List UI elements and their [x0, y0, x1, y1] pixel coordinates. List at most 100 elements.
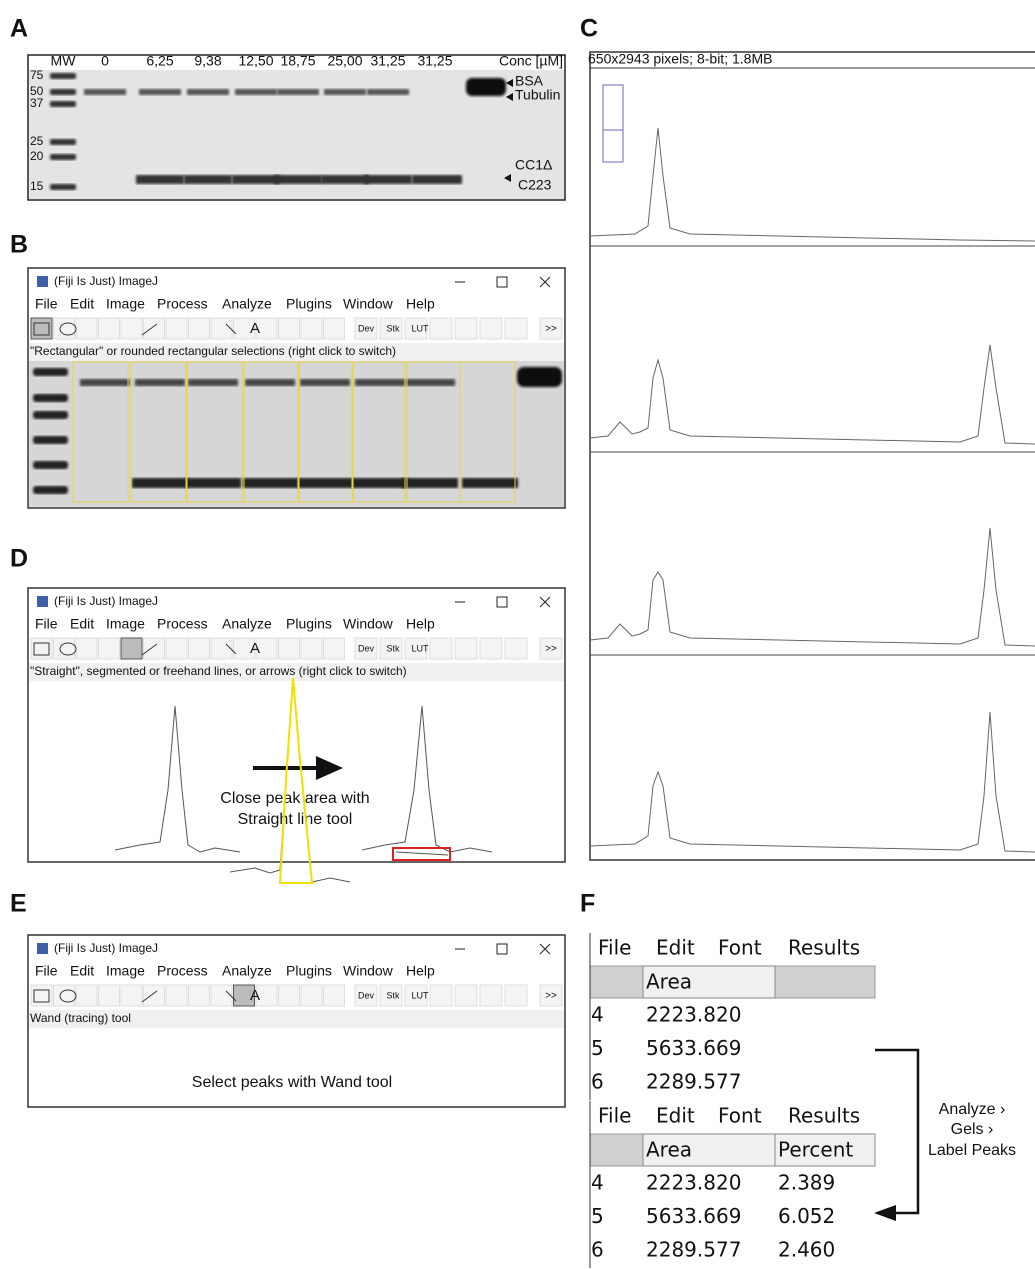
tool-button[interactable] — [53, 637, 75, 660]
tool-button[interactable] — [143, 637, 165, 660]
tool-button[interactable] — [504, 317, 528, 340]
tool-button[interactable] — [143, 317, 165, 340]
maximize[interactable] — [496, 943, 508, 955]
menu-item[interactable]: Analyze — [222, 296, 272, 312]
tool-button[interactable] — [233, 317, 255, 340]
maximize[interactable] — [496, 596, 508, 608]
tool-button[interactable] — [379, 637, 403, 660]
tool-button[interactable] — [53, 984, 75, 1007]
tool-button[interactable] — [539, 317, 563, 340]
close[interactable] — [539, 943, 551, 955]
tool-button[interactable] — [233, 984, 255, 1007]
maximize[interactable] — [496, 276, 508, 288]
tool-button[interactable] — [188, 317, 210, 340]
tool-button[interactable] — [255, 984, 278, 1007]
menu-item[interactable]: Help — [406, 296, 435, 312]
tool-button[interactable] — [98, 317, 120, 340]
tool-button[interactable] — [75, 317, 98, 340]
tool-button[interactable] — [165, 317, 188, 340]
tool-button[interactable] — [354, 984, 378, 1007]
tool-button[interactable] — [53, 317, 75, 340]
tool-button[interactable] — [539, 984, 563, 1007]
menu-item[interactable]: Process — [157, 616, 208, 632]
tool-button[interactable] — [165, 637, 188, 660]
menu-item[interactable]: Image — [106, 963, 145, 979]
tool-button[interactable] — [75, 984, 98, 1007]
menu-item[interactable]: Edit — [70, 616, 94, 632]
tool-button[interactable] — [120, 984, 143, 1007]
menu-item[interactable]: Process — [157, 963, 208, 979]
menu-item[interactable]: Edit — [70, 963, 94, 979]
menu-item[interactable]: Edit — [656, 1104, 695, 1128]
tool-button[interactable] — [300, 637, 323, 660]
menu-item[interactable]: File — [598, 1104, 631, 1128]
menu-item[interactable]: Image — [106, 296, 145, 312]
tool-button[interactable] — [75, 637, 98, 660]
menu-item[interactable]: Window — [343, 616, 394, 632]
tool-button[interactable] — [278, 317, 300, 340]
menu-item[interactable]: Font — [718, 936, 762, 960]
tool-button[interactable] — [210, 637, 233, 660]
menu-item[interactable]: Analyze — [222, 963, 272, 979]
tool-button[interactable] — [98, 637, 120, 660]
tool-button[interactable] — [210, 317, 233, 340]
tool-button[interactable] — [120, 317, 143, 340]
tool-button[interactable] — [479, 637, 503, 660]
tool-button[interactable] — [255, 317, 278, 340]
menu-item[interactable]: Plugins — [286, 963, 332, 979]
menu-item[interactable]: Analyze — [222, 616, 272, 632]
menu-item[interactable]: File — [598, 936, 631, 960]
menu-item[interactable]: Results — [788, 936, 860, 960]
tool-button[interactable] — [404, 317, 428, 340]
menu-item[interactable]: Help — [406, 963, 435, 979]
menu-item[interactable]: File — [35, 296, 58, 312]
tool-button[interactable] — [300, 984, 323, 1007]
menu-item[interactable]: Edit — [70, 296, 94, 312]
tool-button[interactable] — [539, 637, 563, 660]
tool-button[interactable] — [404, 984, 428, 1007]
menu-item[interactable]: Plugins — [286, 296, 332, 312]
tool-button[interactable] — [354, 317, 378, 340]
tool-button[interactable] — [504, 637, 528, 660]
tool-button[interactable] — [404, 637, 428, 660]
tool-button[interactable] — [143, 984, 165, 1007]
tool-button[interactable] — [504, 984, 528, 1007]
tool-button[interactable] — [379, 317, 403, 340]
tool-button[interactable] — [188, 984, 210, 1007]
menu-item[interactable]: Edit — [656, 936, 695, 960]
tool-button[interactable] — [98, 984, 120, 1007]
menu-item[interactable]: File — [35, 963, 58, 979]
menu-item[interactable]: Image — [106, 616, 145, 632]
tool-button[interactable] — [429, 637, 453, 660]
tool-button[interactable] — [323, 637, 345, 660]
tool-button[interactable] — [300, 317, 323, 340]
tool-button[interactable] — [165, 984, 188, 1007]
tool-button[interactable] — [429, 984, 453, 1007]
tool-button[interactable] — [278, 984, 300, 1007]
close[interactable] — [539, 596, 551, 608]
tool-button[interactable] — [120, 637, 143, 660]
tool-button[interactable] — [379, 984, 403, 1007]
tool-button[interactable] — [454, 317, 478, 340]
tool-button[interactable] — [278, 637, 300, 660]
tool-button[interactable] — [323, 317, 345, 340]
tool-button[interactable] — [454, 637, 478, 660]
menu-item[interactable]: Results — [788, 1104, 860, 1128]
tool-button[interactable] — [479, 984, 503, 1007]
close[interactable] — [539, 276, 551, 288]
menu-item[interactable]: Help — [406, 616, 435, 632]
tool-button[interactable] — [479, 317, 503, 340]
tool-button[interactable] — [429, 317, 453, 340]
tool-button[interactable] — [354, 637, 378, 660]
menu-item[interactable]: Font — [718, 1104, 762, 1128]
tool-button[interactable] — [255, 637, 278, 660]
menu-item[interactable]: Process — [157, 296, 208, 312]
menu-item[interactable]: Plugins — [286, 616, 332, 632]
tool-button[interactable] — [188, 637, 210, 660]
menu-item[interactable]: Window — [343, 296, 394, 312]
menu-item[interactable]: File — [35, 616, 58, 632]
tool-button[interactable] — [323, 984, 345, 1007]
menu-item[interactable]: Window — [343, 963, 394, 979]
tool-button[interactable] — [233, 637, 255, 660]
tool-button[interactable] — [454, 984, 478, 1007]
